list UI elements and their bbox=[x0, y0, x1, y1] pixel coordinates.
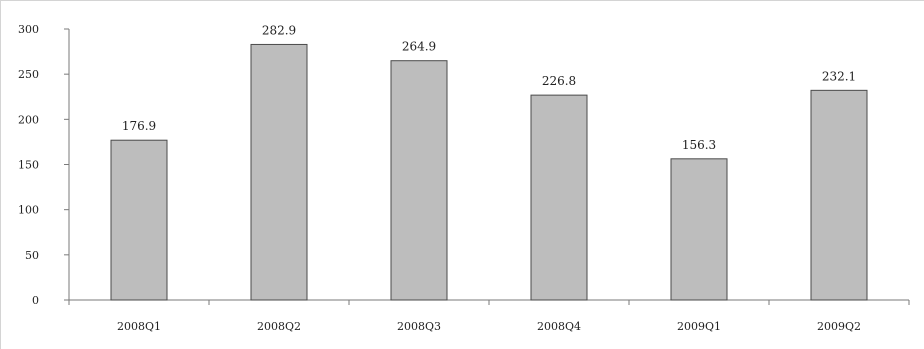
bars bbox=[110, 43, 868, 301]
x-tick-label: 2008Q3 bbox=[397, 320, 441, 333]
x-tick-label: 2009Q2 bbox=[817, 320, 861, 333]
bar-value-label: 232.1 bbox=[822, 69, 856, 83]
axes bbox=[68, 29, 909, 301]
x-tick-label: 2008Q4 bbox=[537, 320, 581, 333]
x-tick-label: 2008Q1 bbox=[117, 320, 161, 333]
data-labels: 176.9 282.9 264.9 226.8 156.3 232.1 bbox=[122, 23, 856, 151]
x-tick-label: 2008Q2 bbox=[257, 320, 301, 333]
y-tick-label: 200 bbox=[18, 113, 39, 126]
y-tick-label: 300 bbox=[18, 23, 39, 36]
bar bbox=[530, 94, 588, 301]
bar-value-label: 264.9 bbox=[402, 40, 436, 54]
bar bbox=[810, 89, 868, 301]
x-tick-label: 2009Q1 bbox=[677, 320, 721, 333]
y-tick-label: 250 bbox=[18, 68, 39, 81]
bar bbox=[390, 60, 448, 301]
bar bbox=[670, 158, 728, 301]
bar-value-label: 156.3 bbox=[682, 138, 716, 152]
bar-value-label: 226.8 bbox=[542, 74, 576, 88]
bar-value-label: 282.9 bbox=[262, 23, 296, 37]
bar-value-label: 176.9 bbox=[122, 119, 156, 133]
bar bbox=[250, 43, 308, 301]
y-tick-label: 100 bbox=[18, 204, 39, 217]
x-axis-ticks: 2008Q1 2008Q2 2008Q3 2008Q4 2009Q1 2009Q2 bbox=[68, 300, 910, 333]
y-tick-label: 0 bbox=[32, 294, 39, 307]
y-tick-label: 150 bbox=[18, 159, 39, 172]
y-axis-ticks: 0 50 100 150 200 250 300 bbox=[18, 23, 69, 307]
bar bbox=[110, 139, 168, 301]
y-tick-label: 50 bbox=[25, 249, 39, 262]
